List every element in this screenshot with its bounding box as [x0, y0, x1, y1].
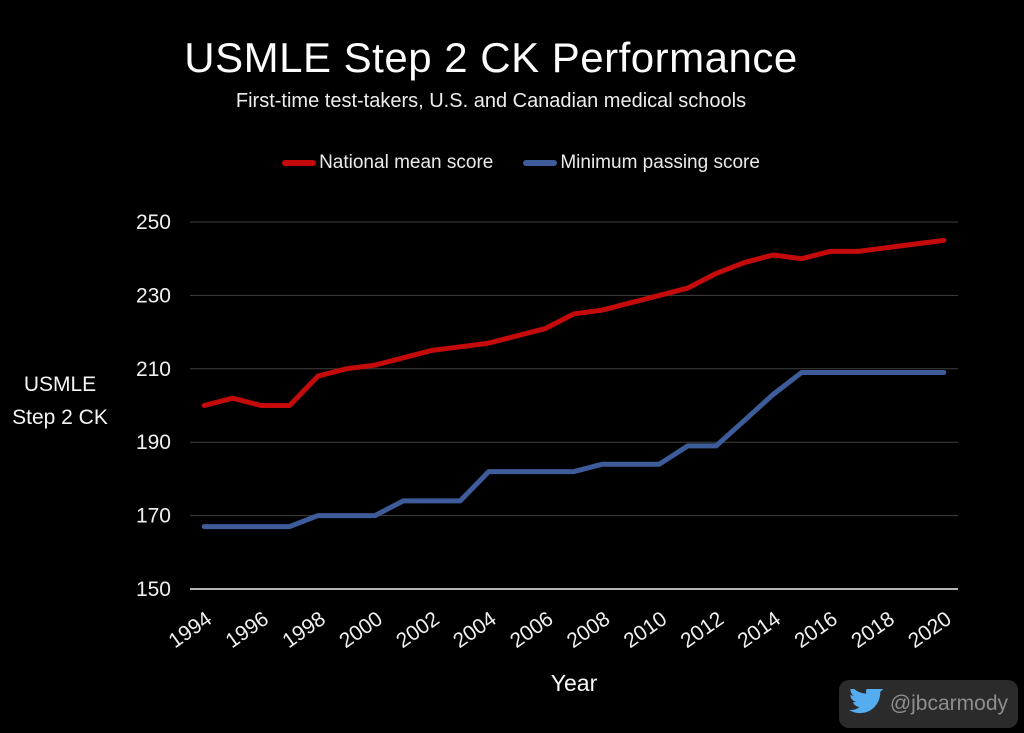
x-axis-title: Year	[550, 670, 598, 696]
x-tick-label: 2002	[392, 607, 443, 653]
x-tick-label: 2016	[790, 607, 841, 653]
y-tick-label: 230	[136, 284, 171, 307]
credit-badge: @jbcarmody	[839, 680, 1018, 728]
series-line-minimum-passing	[201, 370, 947, 530]
legend-swatch-national-mean-icon	[282, 160, 317, 166]
legend-item-minimum-passing: Minimum passing score	[523, 152, 760, 174]
y-tick-label: 250	[136, 211, 171, 234]
legend-swatch-minimum-passing-icon	[523, 160, 558, 166]
x-tick-label: 2006	[506, 607, 557, 653]
legend-label-national-mean: National mean score	[319, 152, 494, 173]
y-axis-title-line1: USMLE	[23, 373, 97, 396]
y-axis-title: USMLE Step 2 CK	[0, 368, 120, 434]
series-line-national-mean	[201, 237, 947, 408]
y-tick-label: 170	[136, 505, 171, 528]
x-tick-label: 1996	[222, 607, 273, 653]
chart-title: USMLE Step 2 CK Performance	[184, 34, 798, 81]
x-tick-label: 1994	[165, 607, 217, 653]
x-tick-label: 2020	[904, 607, 955, 653]
x-tick-label: 2000	[335, 607, 386, 653]
chart-subtitle: First-time test-takers, U.S. and Canadia…	[235, 90, 747, 112]
x-tick-label: 2004	[449, 607, 501, 653]
y-axis-title-line2: Step 2 CK	[12, 406, 108, 429]
legend-label-minimum-passing: Minimum passing score	[560, 152, 760, 173]
x-tick-label: 2012	[677, 607, 728, 653]
x-tick-label: 2008	[563, 607, 614, 653]
x-tick-label: 1998	[278, 607, 329, 653]
credit-handle: @jbcarmody	[889, 692, 1008, 715]
x-tick-label: 2014	[734, 607, 786, 653]
legend-item-national-mean: National mean score	[282, 152, 493, 174]
y-tick-label: 190	[136, 431, 171, 454]
x-tick-label: 2010	[620, 607, 671, 653]
y-tick-label: 150	[136, 578, 171, 601]
x-tick-label: 2018	[847, 607, 898, 653]
twitter-bird-icon	[849, 689, 884, 714]
y-tick-label: 210	[136, 358, 171, 381]
chart-legend: National mean score Minimum passing scor…	[0, 152, 1024, 174]
